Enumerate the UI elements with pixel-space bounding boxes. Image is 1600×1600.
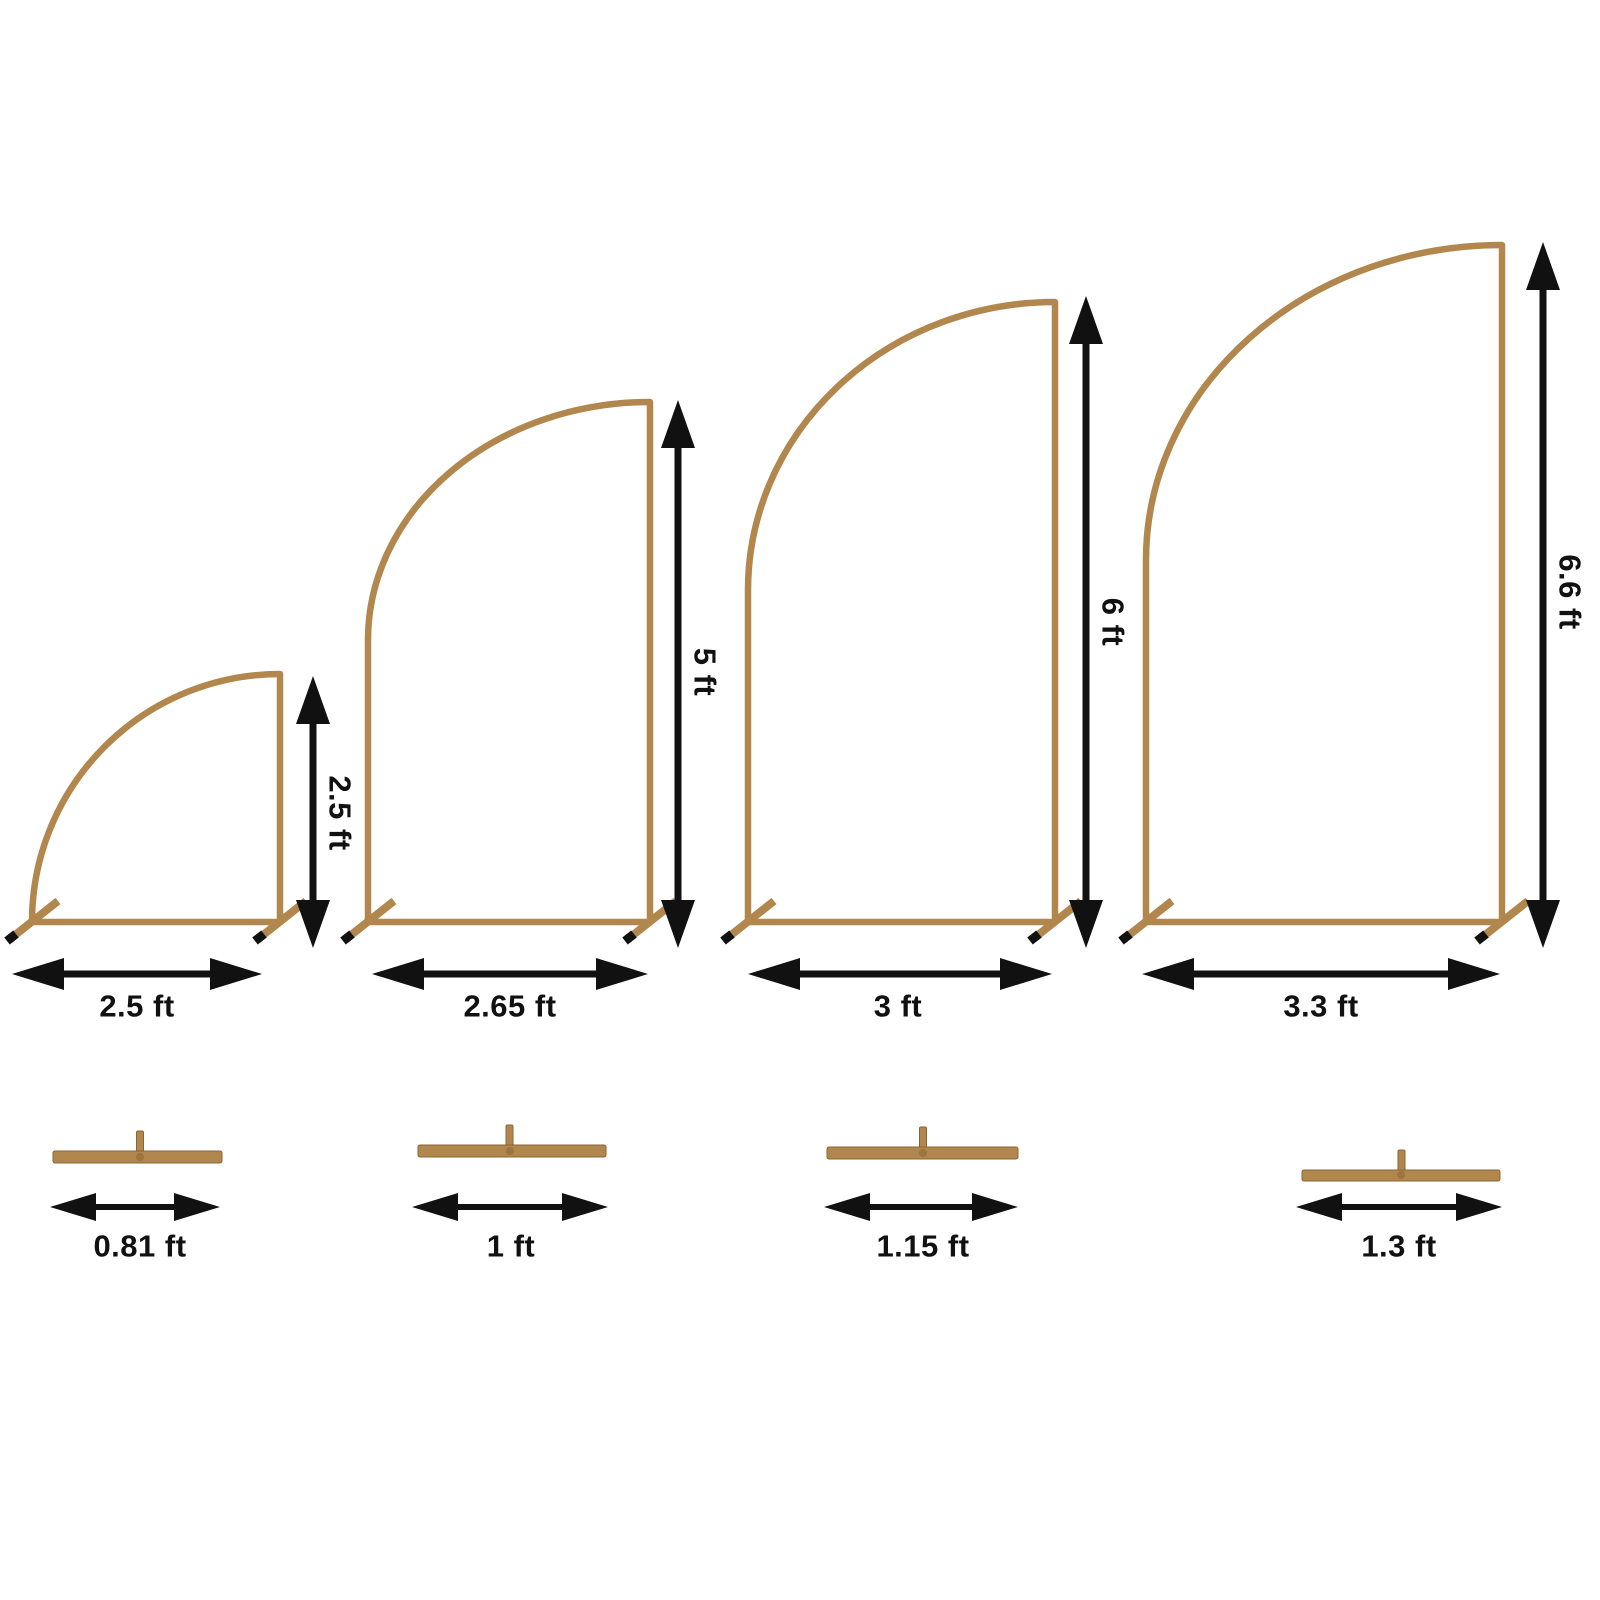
base-depth-arrow — [1296, 1193, 1502, 1221]
width-dimension-label: 2.65 ft — [463, 989, 556, 1024]
width-arrow — [1142, 958, 1500, 990]
base-stub — [136, 1130, 144, 1154]
arch-frame — [364, 398, 654, 926]
left-foot-cap — [1118, 930, 1133, 945]
base-depth-arrow — [824, 1193, 1018, 1221]
base-joint — [506, 1147, 514, 1155]
left-foot-cap — [4, 930, 19, 945]
height-arrow — [1526, 242, 1560, 948]
base-joint — [919, 1149, 927, 1157]
height-dimension-label: 6 ft — [1096, 598, 1131, 647]
base-depth-arrow — [412, 1193, 608, 1221]
base-xlarge: 1.3 ft — [1296, 1149, 1502, 1264]
base-depth-arrow — [50, 1193, 220, 1221]
width-arrow — [372, 958, 648, 990]
base-depth-label: 1.3 ft — [1361, 1229, 1436, 1264]
height-arrow — [661, 400, 695, 948]
arch-small: 2.5 ft 2.5 ft — [4, 670, 358, 1024]
height-arrow — [1069, 296, 1103, 948]
base-depth-label: 1.15 ft — [876, 1229, 969, 1264]
arch-frame — [28, 670, 284, 926]
height-dimension-label: 6.6 ft — [1553, 554, 1588, 629]
arch-frame — [744, 298, 1059, 926]
base-stub — [1397, 1149, 1406, 1173]
base-joint — [136, 1153, 144, 1161]
right-foot-cap — [622, 930, 637, 945]
base-medium: 1 ft — [412, 1124, 608, 1264]
arch-medium: 5 ft 2.65 ft — [340, 398, 723, 1024]
height-arrow — [296, 676, 330, 948]
arch-xlarge: 6.6 ft 3.3 ft — [1118, 241, 1588, 1024]
height-dimension-label: 5 ft — [688, 648, 723, 697]
width-arrow — [748, 958, 1052, 990]
height-dimension-label: 2.5 ft — [323, 775, 358, 850]
width-dimension-label: 3 ft — [874, 989, 923, 1024]
left-foot-cap — [720, 930, 735, 945]
base-joint — [1397, 1171, 1405, 1179]
right-foot-cap — [1027, 930, 1042, 945]
base-depth-label: 0.81 ft — [93, 1229, 186, 1264]
width-dimension-label: 3.3 ft — [1283, 989, 1358, 1024]
width-dimension-label: 2.5 ft — [99, 989, 174, 1024]
left-foot-cap — [340, 930, 355, 945]
base-large: 1.15 ft — [824, 1126, 1019, 1264]
arch-frame — [1142, 241, 1506, 926]
right-foot-cap — [1474, 930, 1489, 945]
base-stub — [919, 1126, 927, 1150]
right-foot-cap — [252, 930, 267, 945]
base-depth-label: 1 ft — [487, 1229, 536, 1264]
arch-large: 6 ft 3 ft — [720, 296, 1131, 1024]
base-small: 0.81 ft — [50, 1130, 223, 1264]
width-arrow — [12, 958, 262, 990]
base-stub — [505, 1124, 514, 1148]
